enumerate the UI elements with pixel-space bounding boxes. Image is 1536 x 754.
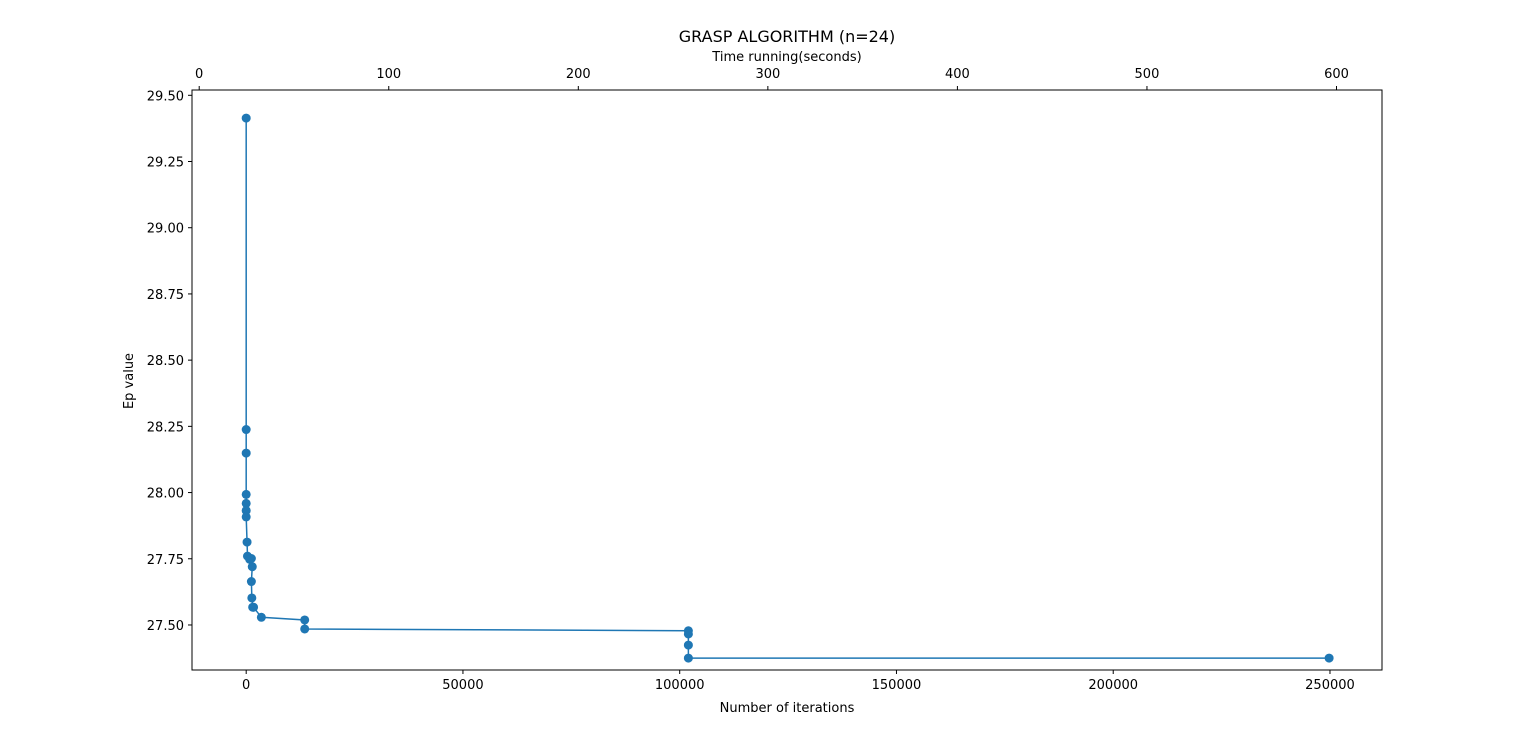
y-tick-label: 29.50 (147, 89, 184, 104)
data-point (300, 624, 310, 634)
top-x-tick-label: 300 (755, 67, 780, 82)
data-point (1324, 653, 1334, 663)
top-x-tick-label: 500 (1135, 67, 1160, 82)
x-tick-label: 100000 (655, 678, 705, 693)
x-tick-label: 0 (242, 678, 250, 693)
data-point (246, 577, 256, 587)
y-tick-label: 27.50 (147, 619, 184, 634)
data-point (241, 425, 251, 435)
data-point (241, 448, 251, 458)
x-tick-label: 200000 (1088, 678, 1138, 693)
x-tick-label: 50000 (442, 678, 483, 693)
data-point (246, 554, 256, 563)
data-point (241, 113, 251, 123)
data-point (247, 562, 257, 572)
top-x-axis-label: Time running(seconds) (711, 50, 861, 65)
y-axis-label: Ep value (122, 353, 137, 409)
top-x-tick-label: 400 (945, 67, 970, 82)
data-point (242, 537, 252, 547)
data-point (256, 612, 266, 622)
x-axis-label: Number of iterations (720, 701, 855, 716)
data-point (241, 489, 251, 499)
y-tick-label: 28.00 (147, 487, 184, 502)
series-layer (245, 118, 1330, 659)
y-tick-label: 29.25 (147, 156, 184, 171)
y-tick-label: 27.75 (147, 553, 184, 568)
top-x-tick-label: 600 (1324, 67, 1349, 82)
markers-layer (241, 113, 1334, 663)
data-point (683, 653, 693, 663)
y-tick-label: 29.00 (147, 222, 184, 237)
data-point (249, 602, 259, 612)
top-x-tick-label: 0 (195, 67, 203, 82)
data-point (300, 615, 310, 625)
y-tick-label: 28.75 (147, 288, 184, 303)
y-tick-label: 28.50 (147, 354, 184, 369)
series-line (245, 118, 1330, 659)
data-point (241, 498, 251, 508)
data-point (241, 506, 251, 516)
ticks-layer: 0 50000 100000 150000 200000 250000 0 100 200 300… (147, 67, 1355, 693)
y-tick-label: 28.25 (147, 420, 184, 435)
data-point (241, 512, 251, 522)
plot-frame (191, 89, 1383, 671)
data-point (247, 593, 257, 603)
chart-title: GRASP ALGORITHM (n=24) (679, 27, 895, 46)
top-x-tick-label: 100 (376, 67, 401, 82)
data-point (683, 640, 693, 650)
x-tick-label: 150000 (872, 678, 922, 693)
x-tick-label: 250000 (1305, 678, 1355, 693)
top-x-tick-label: 200 (566, 67, 591, 82)
data-point (683, 629, 693, 639)
